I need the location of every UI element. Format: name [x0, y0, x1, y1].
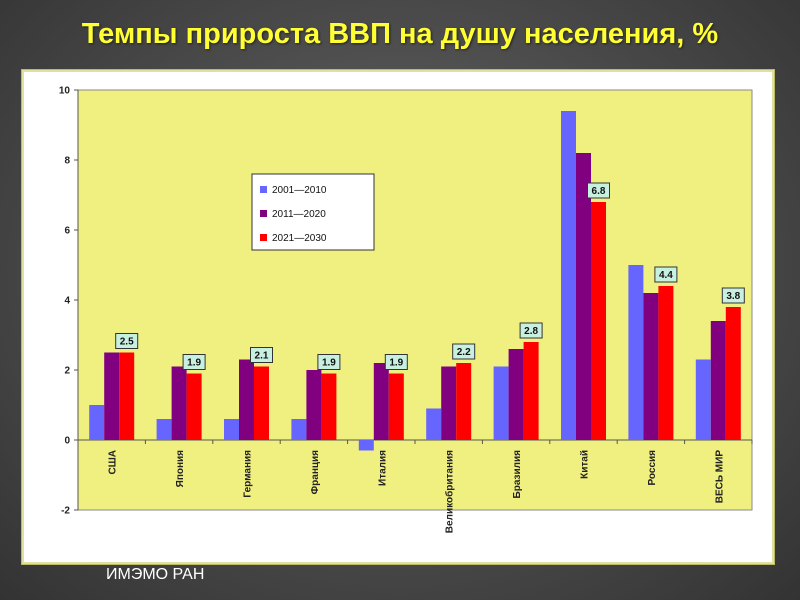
data-label-box [721, 287, 745, 304]
legend-box [251, 173, 375, 251]
data-label-text: 1.9 [322, 358, 336, 369]
data-label-text: 3.8 [726, 291, 740, 302]
data-label: 2.1 [250, 347, 273, 363]
bar-2 [306, 370, 322, 440]
data-label-box [250, 347, 273, 363]
bar-1 [291, 419, 307, 440]
data-label: 2.2 [452, 343, 476, 360]
bar-2 [239, 359, 254, 440]
category-label: Италия [377, 450, 388, 486]
y-tick-label: 4 [64, 296, 70, 307]
data-label-box [182, 354, 206, 370]
legend-swatch [260, 186, 267, 193]
source-caption: ИМЭМО РАН [106, 566, 205, 583]
legend: 2001—2010 2011—2020 2021—2030 [251, 173, 375, 251]
bars [89, 111, 741, 451]
data-label-text: 2.1 [255, 351, 269, 362]
data-label-box [654, 266, 678, 283]
data-label-box [317, 354, 341, 370]
data-label: 3.8 [721, 287, 745, 304]
legend-label: 2001—2010 [272, 185, 327, 196]
data-label-box [115, 333, 139, 349]
data-label: 6.8 [587, 182, 610, 199]
data-label-text: 2.2 [457, 347, 471, 358]
bar-3 [658, 286, 674, 440]
data-label-text: 4.4 [659, 270, 673, 281]
legend-label: 2021—2030 [272, 233, 327, 244]
data-label: 1.9 [384, 354, 408, 370]
category-label: США [108, 450, 119, 475]
data-label-box [587, 182, 610, 199]
bar-1 [561, 111, 576, 440]
bar-3 [321, 373, 337, 440]
y-tick-label: -2 [61, 506, 70, 517]
y-tick-label: 0 [64, 436, 70, 447]
x-axis: США Япония Германия Франция Италия Великобрит… [108, 450, 726, 534]
bar-3 [523, 342, 539, 440]
data-label: 4.4 [654, 266, 678, 283]
y-tick-label: 2 [64, 366, 70, 377]
bar-chart: -2 0 2 4 6 8 10 2.5 1.9 2.1 1.9 1.9 2.2 2.8 6.8 4.4 3.8… [59, 86, 753, 534]
category-label: Япония [175, 450, 186, 488]
category-label: Великобритания [444, 450, 456, 533]
data-label-box [384, 354, 408, 370]
bar-3 [456, 363, 472, 440]
data-label-text: 2.8 [524, 326, 538, 337]
data-label-text: 1.9 [187, 358, 201, 369]
category-label: Франция [310, 450, 321, 495]
category-label: Россия [647, 450, 658, 486]
bar-3 [254, 366, 269, 440]
data-label: 2.5 [115, 333, 139, 349]
chart-frame: -2 0 2 4 6 8 10 2.5 1.9 2.1 1.9 1.9 2.2 2.8 6.8 4.4 3.8… [22, 70, 774, 564]
bar-2 [441, 366, 457, 440]
data-label-box [452, 343, 476, 360]
bar-1 [224, 419, 239, 440]
bar-2 [710, 321, 726, 440]
bar-3 [186, 373, 202, 440]
legend-swatch [260, 210, 267, 217]
data-label-box [519, 322, 543, 339]
slide-title: Темпы прироста ВВП на душу населения, % [81, 18, 719, 50]
data-label-text: 2.5 [120, 337, 134, 348]
bar-2 [643, 293, 659, 440]
data-label-text: 6.8 [592, 186, 606, 197]
bar-1 [695, 359, 711, 440]
bar-1 [89, 405, 105, 440]
bar-1 [493, 366, 509, 440]
category-label: Бразилия [512, 450, 523, 499]
bar-3 [725, 307, 741, 440]
data-label: 2.8 [519, 322, 543, 339]
category-label: Китай [580, 450, 591, 479]
bar-3 [388, 373, 404, 440]
y-tick-label: 6 [64, 226, 70, 237]
data-label: 1.9 [317, 354, 341, 370]
bar-2 [373, 363, 389, 440]
bar-1 [628, 265, 644, 440]
bar-1 [156, 419, 172, 440]
bar-2 [171, 366, 187, 440]
data-label-text: 1.9 [389, 358, 403, 369]
data-labels: 2.5 1.9 2.1 1.9 1.9 2.2 2.8 6.8 4.4 3.8 [115, 182, 745, 370]
bar-3 [119, 352, 135, 440]
bar-2 [104, 352, 120, 440]
bar-3 [591, 202, 606, 440]
y-tick-label: 10 [59, 86, 71, 97]
data-label: 1.9 [182, 354, 206, 370]
bar-2 [576, 153, 591, 440]
bar-2 [508, 349, 524, 440]
bar-1 [358, 440, 374, 451]
category-label: ВЕСЬ МИР [714, 450, 725, 504]
y-tick-label: 8 [64, 156, 70, 167]
bar-1 [426, 408, 442, 440]
legend-label: 2011—2020 [272, 209, 326, 220]
category-label: Германия [243, 450, 254, 498]
legend-swatch [260, 234, 267, 241]
